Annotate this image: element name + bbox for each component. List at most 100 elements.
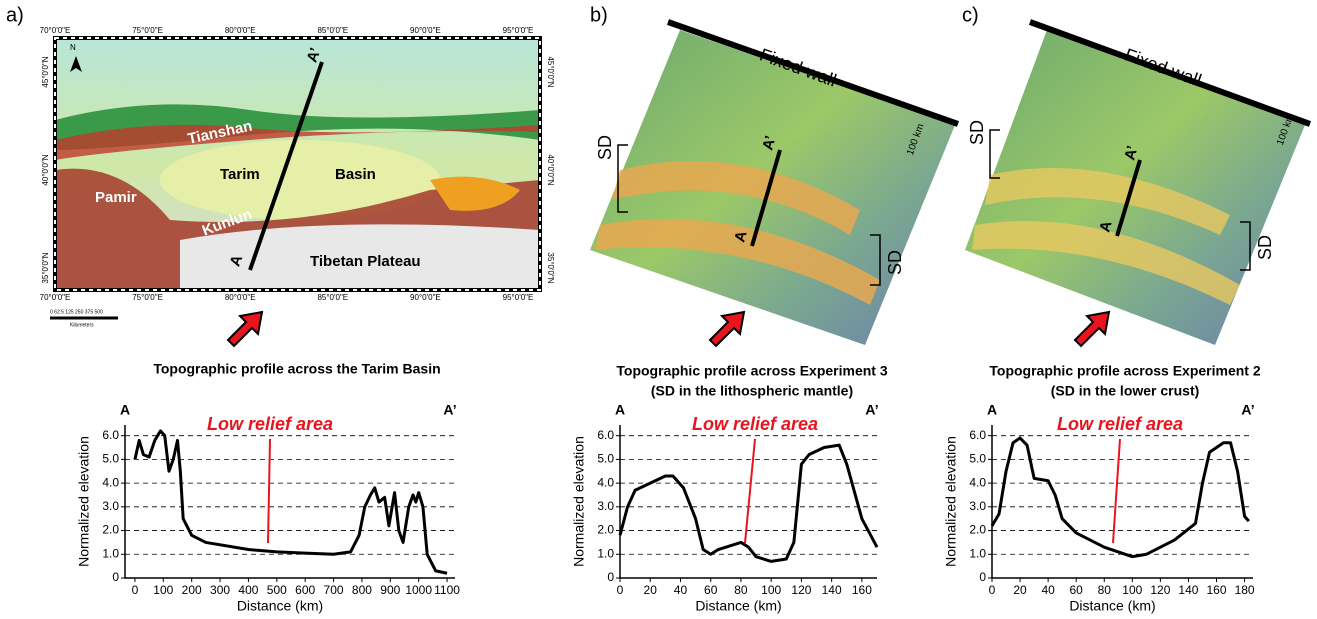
x-tick-label: 180 [1235, 583, 1255, 597]
shortening-arrow [1073, 310, 1111, 348]
tibetan-plateau [180, 224, 540, 290]
lon-label: 80°0'0"E [225, 293, 256, 302]
x-tick-label: 140 [822, 583, 842, 597]
axis [619, 425, 877, 579]
y-tick-label: 4.0 [969, 475, 986, 489]
sd-bracket [870, 234, 881, 286]
y-tick-label: 4.0 [597, 475, 614, 489]
tianshan-ridge [55, 124, 540, 160]
panel-label: b) [590, 4, 608, 26]
profile-start: A [615, 402, 625, 418]
x-tick-label: 20 [1013, 583, 1027, 597]
y-tick-label: 5.0 [597, 452, 614, 466]
x-tick-label: 100 [153, 583, 173, 597]
annotation-pointer [1112, 438, 1121, 544]
y-tick-label: 6.0 [597, 428, 614, 442]
chart-subtitle: (SD in the lower crust) [1051, 383, 1200, 399]
profile-end: A’ [443, 402, 456, 418]
x-tick-label: 100 [1122, 583, 1142, 597]
profile-line [1115, 159, 1142, 237]
y-tick-label: 2.0 [102, 523, 119, 537]
lat-label: 35°0'0"N [546, 252, 555, 283]
y-tick-label: 3.0 [969, 499, 986, 513]
profile-end: A’ [1121, 144, 1141, 162]
lon-label: 70°0'0"E [40, 26, 71, 35]
y-tick-label: 3.0 [597, 499, 614, 513]
x-tick-label: 0 [989, 583, 996, 597]
sd-bracket [1240, 221, 1251, 271]
lat-label: 45°0'0"N [41, 56, 50, 87]
x-tick-label: 800 [352, 583, 372, 597]
sd-label: SD [595, 135, 615, 160]
annotation: Low relief area [692, 414, 818, 434]
map-border-dash [54, 37, 541, 291]
scale-ticks: 0 62.5 125 250 375 500 [50, 309, 103, 315]
sd-label: SD [1255, 235, 1275, 260]
y-tick-label: 6.0 [102, 428, 119, 442]
y-tick-label: 5.0 [102, 452, 119, 466]
x-tick-label: 20 [644, 583, 658, 597]
profile-end: A’ [865, 402, 878, 418]
map-c: c) Fixed wall SD SD A A’ 100 km [962, 4, 1312, 348]
ridge [985, 168, 1230, 235]
sd-bracket [617, 144, 628, 213]
x-tick-label: 80 [734, 583, 748, 597]
y-tick-label: 6.0 [969, 428, 986, 442]
lat-label: 35°0'0"N [41, 252, 50, 283]
annotation-pointer [744, 438, 756, 544]
x-tick-label: 500 [267, 583, 287, 597]
profile-start: A [987, 402, 997, 418]
highland [430, 176, 520, 211]
x-tick-label: 60 [1070, 583, 1084, 597]
x-tick-label: 120 [1150, 583, 1170, 597]
shortening-arrow [226, 310, 264, 348]
ridge [612, 161, 860, 235]
profile-line [248, 61, 324, 271]
x-tick-label: 100 [761, 583, 781, 597]
x-tick-label: 160 [852, 583, 872, 597]
y-tick-label: 0 [112, 570, 119, 584]
profile-line [133, 429, 448, 575]
lon-label: 70°0'0"E [40, 293, 71, 302]
lon-label: 75°0'0"E [132, 293, 163, 302]
map-b: b) Fixed wall SD SD A A’ 100 km [590, 4, 959, 348]
axis [991, 425, 1253, 579]
x-tick-label: 80 [1098, 583, 1112, 597]
chart-title: Topographic profile across Experiment 3 [616, 363, 887, 379]
ridge [595, 219, 880, 305]
x-tick-label: 60 [704, 583, 718, 597]
y-tick-label: 5.0 [969, 452, 986, 466]
lon-label: 90°0'0"E [410, 293, 441, 302]
profile-end: A’ [304, 46, 325, 65]
lon-label: 95°0'0"E [503, 293, 534, 302]
x-tick-label: 1100 [434, 583, 460, 597]
y-tick-label: 2.0 [969, 523, 986, 537]
lat-label: 40°0'0"N [546, 154, 555, 185]
profile-end: A’ [1241, 402, 1254, 418]
fixed-wall [1028, 19, 1312, 127]
profile-line [990, 436, 1250, 559]
panel-label: a) [6, 4, 24, 26]
x-tick-label: 40 [1041, 583, 1055, 597]
shortening-arrow [708, 310, 746, 348]
ridge [972, 221, 1240, 305]
profile-start: A [120, 402, 130, 418]
x-tick-label: 40 [674, 583, 688, 597]
annotation: Low relief area [207, 414, 333, 434]
axis [124, 425, 455, 579]
x-tick-label: 600 [295, 583, 315, 597]
north-label: N [70, 43, 76, 52]
x-tick-label: 400 [238, 583, 258, 597]
place-label: Basin [335, 166, 376, 183]
y-axis-label: Normalized elevation [76, 436, 92, 567]
lon-label: 85°0'0"E [317, 293, 348, 302]
lon-label: 90°0'0"E [410, 26, 441, 35]
y-tick-label: 1.0 [597, 546, 614, 560]
sd-label: SD [885, 250, 905, 275]
basin [160, 140, 440, 220]
lon-label: 75°0'0"E [132, 26, 163, 35]
place-label: Tarim [220, 166, 260, 183]
chart-title: Topographic profile across the Tarim Bas… [153, 361, 440, 377]
y-axis-label: Normalized elevation [943, 436, 959, 567]
